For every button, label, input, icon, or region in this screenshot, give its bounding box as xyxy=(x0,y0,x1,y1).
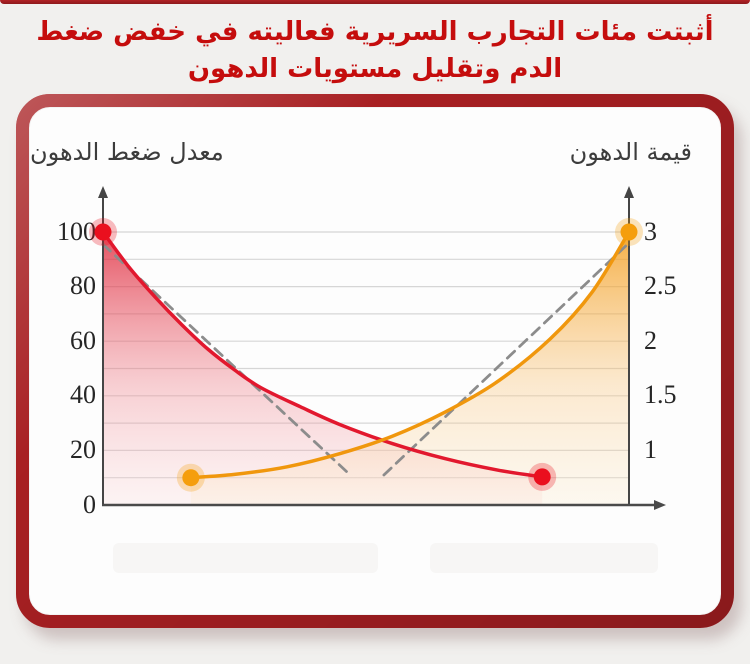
right-tick-label: 1 xyxy=(644,435,657,464)
faded-caption-block xyxy=(113,543,378,573)
left-tick-label: 80 xyxy=(70,271,96,300)
right-tick-label: 3 xyxy=(644,217,657,246)
right-tick-label: 2.5 xyxy=(644,271,677,300)
headline-line-1: أثبتت مئات التجارب السريرية فعاليته في خ… xyxy=(36,17,714,47)
left-tick-label: 40 xyxy=(70,380,96,409)
left-tick-label: 100 xyxy=(57,217,96,246)
top-accent-strip xyxy=(0,0,750,4)
left-tick-label: 60 xyxy=(70,326,96,355)
left-axis-title: معدل ضغط الدهون xyxy=(30,138,224,166)
left-tick-label: 20 xyxy=(70,435,96,464)
right-tick-label: 1.5 xyxy=(644,380,677,409)
faded-caption-block xyxy=(430,543,658,573)
right-tick-label: 2 xyxy=(644,326,657,355)
right-axis-title: قيمة الدهون xyxy=(569,138,692,166)
headline: أثبتت مئات التجارب السريرية فعاليته في خ… xyxy=(0,14,750,88)
headline-line-2: الدم وتقليل مستويات الدهون xyxy=(187,54,563,84)
left-tick-label: 0 xyxy=(83,490,96,519)
